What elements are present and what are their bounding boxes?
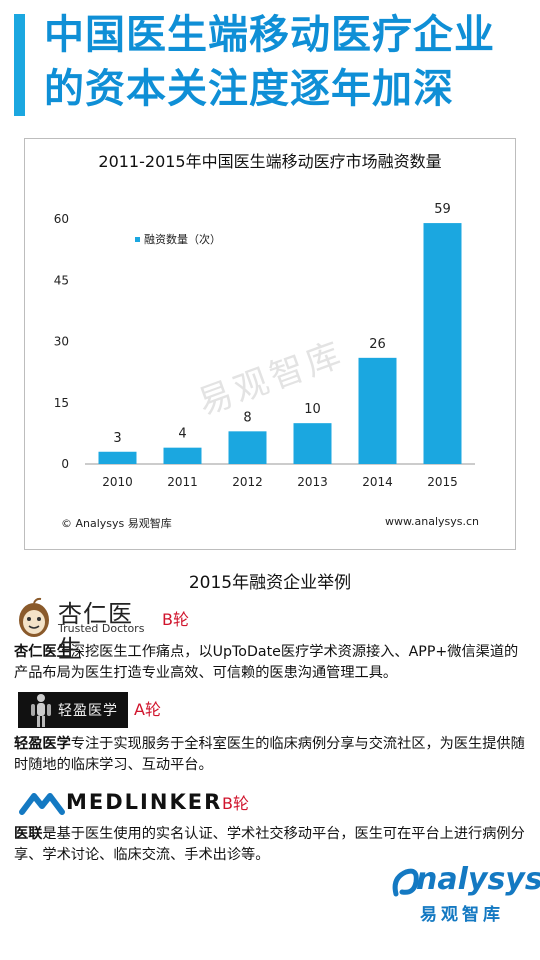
bar [293,423,332,464]
bar-value-label: 10 [304,402,321,417]
page-title: 中国医生端移动医疗企业 的资本关注度逐年加深 [44,8,534,116]
y-tick-label: 45 [54,273,69,287]
funding-round: A轮 [134,700,161,719]
analysys-brand: nalysys 易观智库 [390,862,540,932]
section-title: 2015年融资企业举例 [188,573,352,593]
watermark-text: 易观智库 [193,334,350,424]
medlinker-logo-icon [19,793,65,815]
logo-row: MEDLINKER B轮 [14,784,530,822]
company-name: 医联 [14,826,43,842]
bar-chart: 易观智库 2011-2015年中国医生端移动医疗市场融资数量 0 15 30 45 60 融资… [54,152,475,489]
funding-round: B轮 [222,794,249,813]
title-line-1: 中国医生端移动医疗企业 [44,12,495,58]
bar [163,447,202,464]
title-line-2: 的资本关注度逐年加深 [44,66,454,112]
header: 中国医生端移动医疗企业 的资本关注度逐年加深 [0,0,540,125]
analysys-a-icon [392,868,419,897]
header-accent-bar [14,14,25,116]
x-tick-label: 2010 [102,475,133,489]
bar [228,431,267,464]
chart-title: 2011-2015年中国医生端移动医疗市场融资数量 [98,152,441,171]
company-desc-text: 专注于实现服务于全科室医生的临床病例分享与交流社区，为医生提供随时随地的临床学习… [14,736,525,773]
bar [98,451,137,464]
logo-row: 杏仁医生 Trusted Doctors B轮 [14,596,530,663]
company-description: 轻盈医学专注于实现服务于全科室医生的临床病例分享与交流社区，为医生提供随时随地的… [14,734,530,776]
brand-name-cn: 易观智库 [420,905,504,925]
x-tick-label: 2011 [167,475,198,489]
company-medlinker: MEDLINKER B轮 医联是基于医生使用的实名认证、学术社交移动平台，医生可… [14,784,530,866]
bar-value-label: 26 [369,337,386,352]
company-xingren: 杏仁医生 Trusted Doctors B轮 杏仁医生深挖医生工作痛点，以Up… [14,596,530,684]
almond-icon [19,597,49,637]
x-tick-label: 2014 [362,475,393,489]
bar-value-label: 3 [113,431,121,446]
company-desc-text: 是基于医生使用的实名认证、学术社交移动平台，医生可在平台上进行病例分享、学术讨论… [14,826,525,863]
bar-value-label: 59 [434,202,451,217]
chart-source: © Analysys 易观智库 [61,517,172,530]
human-figure-icon [31,694,51,727]
x-tick-label: 2015 [427,475,458,489]
x-tick-label: 2013 [297,475,328,489]
xingren-logo-en: Trusted Doctors [58,622,145,635]
logo-row: 轻盈医学 A轮 [14,692,530,736]
bar [358,357,397,464]
xingren-logo-text: 杏仁医生 [58,600,133,663]
xingren-logo: 杏仁医生 Trusted Doctors [14,596,154,663]
company-description: 杏仁医生深挖医生工作痛点，以UpToDate医疗学术资源接入、APP+微信渠道的… [14,642,530,684]
funding-round: B轮 [162,610,189,629]
medlinker-logo-text: MEDLINKER [66,790,223,814]
company-desc-text: 深挖医生工作痛点，以UpToDate医疗学术资源接入、APP+微信渠道的产品布局… [14,644,519,681]
y-tick-label: 0 [61,457,69,471]
company-description: 医联是基于医生使用的实名认证、学术社交移动平台，医生可在平台上进行病例分享、学术… [14,824,530,866]
qingying-logo-text: 轻盈医学 [58,703,118,719]
company-qingying: 轻盈医学 A轮 轻盈医学专注于实现服务于全科室医生的临床病例分享与交流社区，为医… [14,692,530,776]
company-name: 杏仁医生 [14,644,71,660]
bar [423,223,462,464]
bar-value-label: 4 [178,427,186,442]
chart-panel: 易观智库 2011-2015年中国医生端移动医疗市场融资数量 0 15 30 45 60 融资… [24,138,516,550]
qingying-logo: 轻盈医学 [18,692,128,728]
y-tick-label: 15 [54,396,69,410]
legend-label: 融资数量（次） [144,232,221,246]
brand-name-en: nalysys [416,862,540,897]
chart-website: www.analysys.cn [385,515,479,528]
bar-value-label: 8 [243,410,251,425]
y-tick-label: 60 [54,212,69,226]
x-tick-label: 2012 [232,475,263,489]
company-name: 轻盈医学 [14,736,71,752]
legend-swatch [135,237,140,242]
y-tick-label: 30 [54,335,69,349]
